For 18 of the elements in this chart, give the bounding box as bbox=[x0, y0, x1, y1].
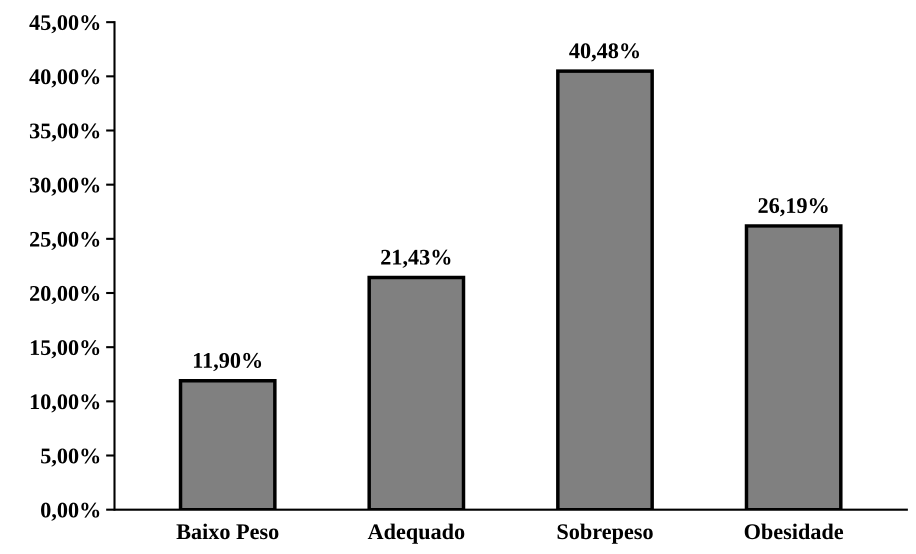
x-tick-label: Sobrepeso bbox=[558, 524, 653, 544]
data-label: 26,19% bbox=[758, 198, 828, 216]
y-tick-label: 30,00% bbox=[30, 178, 100, 196]
y-tick-label: 25,00% bbox=[30, 232, 100, 250]
y-tick-label: 35,00% bbox=[30, 123, 100, 142]
y-tick-label: 20,00% bbox=[30, 286, 100, 304]
y-tick-label: 15,00% bbox=[30, 340, 100, 358]
y-tick-label: 45,00% bbox=[29, 15, 100, 34]
y-tick-label: 10,00% bbox=[30, 394, 100, 412]
x-tick-label: Baixo Peso bbox=[176, 524, 278, 540]
x-tick-label: Adequado bbox=[368, 524, 464, 544]
x-tick-label: Obesidade bbox=[744, 524, 844, 540]
data-label: 11,90% bbox=[194, 352, 262, 372]
y-tick-label: 0,00% bbox=[41, 502, 100, 521]
data-label: 40,48% bbox=[569, 43, 640, 62]
data-label: 21,43% bbox=[381, 250, 450, 268]
y-tick-label: 40,00% bbox=[29, 69, 100, 88]
y-tick-label: 5,00% bbox=[41, 448, 100, 467]
